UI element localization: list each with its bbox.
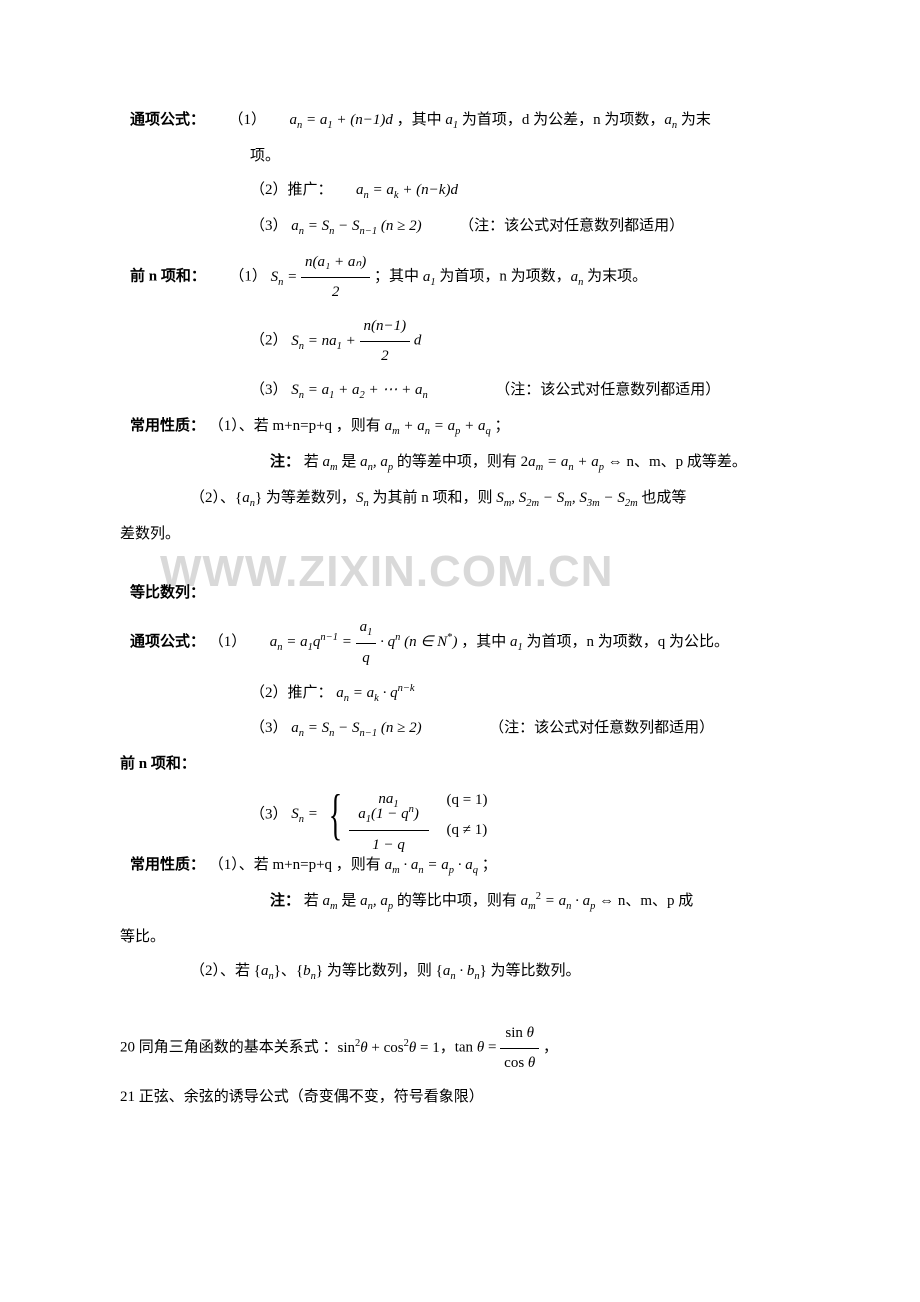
tx-item3-formula: an = Sn − Sn−1 (n ≥ 2) — [291, 218, 421, 234]
db-item1-b: · qn (n ∈ N*) — [380, 634, 457, 650]
brace-r2b: (q ≠ 1) — [447, 816, 488, 845]
qnxh2-content: （3） Sn = { na1 (q = 1) a1(1 − qn) 1 − q … — [250, 785, 790, 845]
tx-item2: （2）推广： an = ak + (n−k)d — [250, 176, 790, 206]
cy2-note: 注： 若 am 是 an, ap 的等比中项，则有 am2 = an · ap … — [270, 887, 790, 917]
qnxh-item3-note: （注：该公式对任意数列都适用） — [495, 382, 720, 398]
tx-item3: （3） an = Sn − Sn−1 (n ≥ 2) （注：该公式对任意数列都适… — [250, 212, 790, 242]
qnxh-frac1: n(a₁ + aₙ) 2 — [301, 248, 370, 306]
tongxiang-line1: 通项公式： （1） an = a1 + (n−1)d ，其中 a1 为首项，d … — [130, 106, 790, 136]
cy2-note-text: 若 am 是 an, ap 的等比中项，则有 am2 = an · ap ⇔ n… — [304, 893, 694, 909]
cy1-item2: （2）、{an} 为等差数列，Sn 为其前 n 项和，则 Sm, S2m − S… — [190, 484, 790, 514]
item20-frac: sin θ cos θ — [500, 1019, 539, 1077]
qnxh-item3: （3） Sn = a1 + a2 + ⋯ + an （注：该公式对任意数列都适用… — [250, 376, 790, 406]
db-tx-label: 通项公式： — [130, 634, 205, 650]
item20-text: 同角三角函数的基本关系式 ：sin2θ + cos2θ = 1，tan θ = — [139, 1040, 500, 1056]
qnxh-item1-desc: ；其中 a1 为首项，n 为项数，an 为末项。 — [374, 269, 647, 285]
brace-content: na1 (q = 1) a1(1 − qn) 1 − q (q ≠ 1) — [349, 785, 488, 845]
cy1-note: 注： 若 am 是 an, ap 的等差中项，则有 2am = an + ap … — [270, 448, 790, 478]
db-frac1-den: q — [356, 644, 377, 673]
cy2-note-cont: 等比。 — [120, 923, 790, 952]
item21-line: 21 正弦、余弦的诱导公式（奇变偶不变，符号看象限） — [120, 1083, 790, 1112]
qnxh-frac2-num: n(n−1) — [360, 312, 411, 342]
qnxh2-label-line: 前 n 项和： — [120, 750, 790, 779]
tx-item1-cont: 项。 — [250, 142, 790, 171]
db-item3-note: （注：该公式对任意数列都适用） — [489, 720, 714, 736]
tx-item2-prefix: （2）推广： — [250, 182, 333, 198]
qnxh-item1-prefix: （1） — [229, 269, 267, 285]
cy1-item2-cont: 差数列。 — [120, 520, 790, 549]
tx-item1-prefix: （1） — [229, 112, 267, 128]
tongxiang-label: 通项公式： — [130, 112, 205, 128]
qnxh-frac2: n(n−1) 2 — [360, 312, 411, 370]
db-item3-prefix: （3） — [250, 720, 288, 736]
db-item3: （3） an = Sn − Sn−1 (n ≥ 2) （注：该公式对任意数列都适… — [250, 714, 790, 744]
db-frac1: a1 q — [356, 613, 377, 672]
db-item2-prefix: （2）推广： — [250, 685, 333, 701]
cy1-note-text: 若 am 是 an, ap 的等差中项，则有 2am = an + ap ⇔ n… — [304, 454, 747, 470]
cy2-note-label: 注： — [270, 893, 300, 909]
item20-line: 20 同角三角函数的基本关系式 ：sin2θ + cos2θ = 1，tan θ… — [120, 1019, 790, 1077]
cy1-item1: （1）、若 m+n=p+q ，则有 am + an = ap + aq ； — [209, 418, 510, 434]
dengbi-title: 等比数列： — [130, 579, 790, 608]
db-item1-formula: an = a1qn−1 = — [270, 634, 356, 650]
tx-item3-note: （注：该公式对任意数列都适用） — [459, 218, 684, 234]
qnxh-frac1-den: 2 — [301, 278, 370, 307]
tx-item1-formula: an = a1 + (n−1)d — [290, 112, 393, 128]
item20-num: sin θ — [500, 1019, 539, 1049]
brace-frac-num: a1(1 − qn) — [349, 800, 429, 831]
tx-item2-formula: an = ak + (n−k)d — [356, 182, 458, 198]
item20-den: cos θ — [500, 1049, 539, 1078]
dengbi-title-text: 等比数列： — [130, 585, 205, 601]
db-item2-formula: an = ak · qn−k — [336, 685, 414, 701]
cy2-line1: 常用性质： （1）、若 m+n=p+q ，则有 am · an = ap · a… — [130, 851, 790, 881]
db-item1-prefix: （1） — [209, 634, 247, 650]
brace-icon: { — [328, 787, 341, 843]
db-frac1-num: a1 — [356, 613, 377, 644]
qnxh-frac2-den: 2 — [360, 342, 411, 371]
cy2-label: 常用性质： — [130, 857, 205, 873]
qnxh-item2-prefix: （2） — [250, 333, 288, 349]
qnxh-item2-suffix: d — [414, 333, 422, 349]
tx-item3-prefix: （3） — [250, 218, 288, 234]
db-item3-formula: an = Sn − Sn−1 (n ≥ 2) — [291, 720, 421, 736]
db-item2: （2）推广： an = ak · qn−k — [250, 679, 790, 709]
qnxh-frac1-num: n(a₁ + aₙ) — [301, 248, 370, 278]
qnxh-item2: （2） Sn = na1 + n(n−1) 2 d — [250, 312, 790, 370]
db-item1-desc: ，其中 a1 为首项，n 为项数，q 为公比。 — [461, 634, 729, 650]
qnxh-line1: 前 n 项和： （1） Sn = n(a₁ + aₙ) 2 ；其中 a1 为首项… — [130, 248, 790, 306]
cy1-line1: 常用性质： （1）、若 m+n=p+q ，则有 am + an = ap + a… — [130, 412, 790, 442]
item20-suffix: ， — [543, 1040, 558, 1056]
qnxh-item3-formula: Sn = a1 + a2 + ⋯ + an — [291, 382, 428, 398]
qnxh2-sn: Sn = — [291, 806, 321, 822]
cy1-note-label: 注： — [270, 454, 300, 470]
cy2-item2: （2）、若 {an}、{bn} 为等比数列，则 {an · bn} 为等比数列。 — [190, 957, 790, 987]
cy1-label: 常用性质： — [130, 418, 205, 434]
brace-r1b: (q = 1) — [447, 786, 488, 815]
document-content: 通项公式： （1） an = a1 + (n−1)d ，其中 a1 为首项，d … — [130, 106, 790, 1112]
qnxh-label: 前 n 项和： — [130, 269, 206, 285]
tx-item1-desc: ，其中 a1 为首项，d 为公差，n 为项数，an 为末 — [397, 112, 711, 128]
item21-prefix: 21 — [120, 1089, 139, 1105]
qnxh2-label: 前 n 项和： — [120, 756, 196, 772]
item20-prefix: 20 — [120, 1040, 139, 1056]
db-tx-line1: 通项公式： （1） an = a1qn−1 = a1 q · qn (n ∈ N… — [130, 613, 790, 672]
qnxh-item3-prefix: （3） — [250, 382, 288, 398]
qnxh2-prefix: （3） — [250, 806, 288, 822]
item21-text: 正弦、余弦的诱导公式（奇变偶不变，符号看象限） — [139, 1089, 484, 1105]
cy2-item1: （1）、若 m+n=p+q ，则有 am · an = ap · aq ； — [209, 857, 497, 873]
